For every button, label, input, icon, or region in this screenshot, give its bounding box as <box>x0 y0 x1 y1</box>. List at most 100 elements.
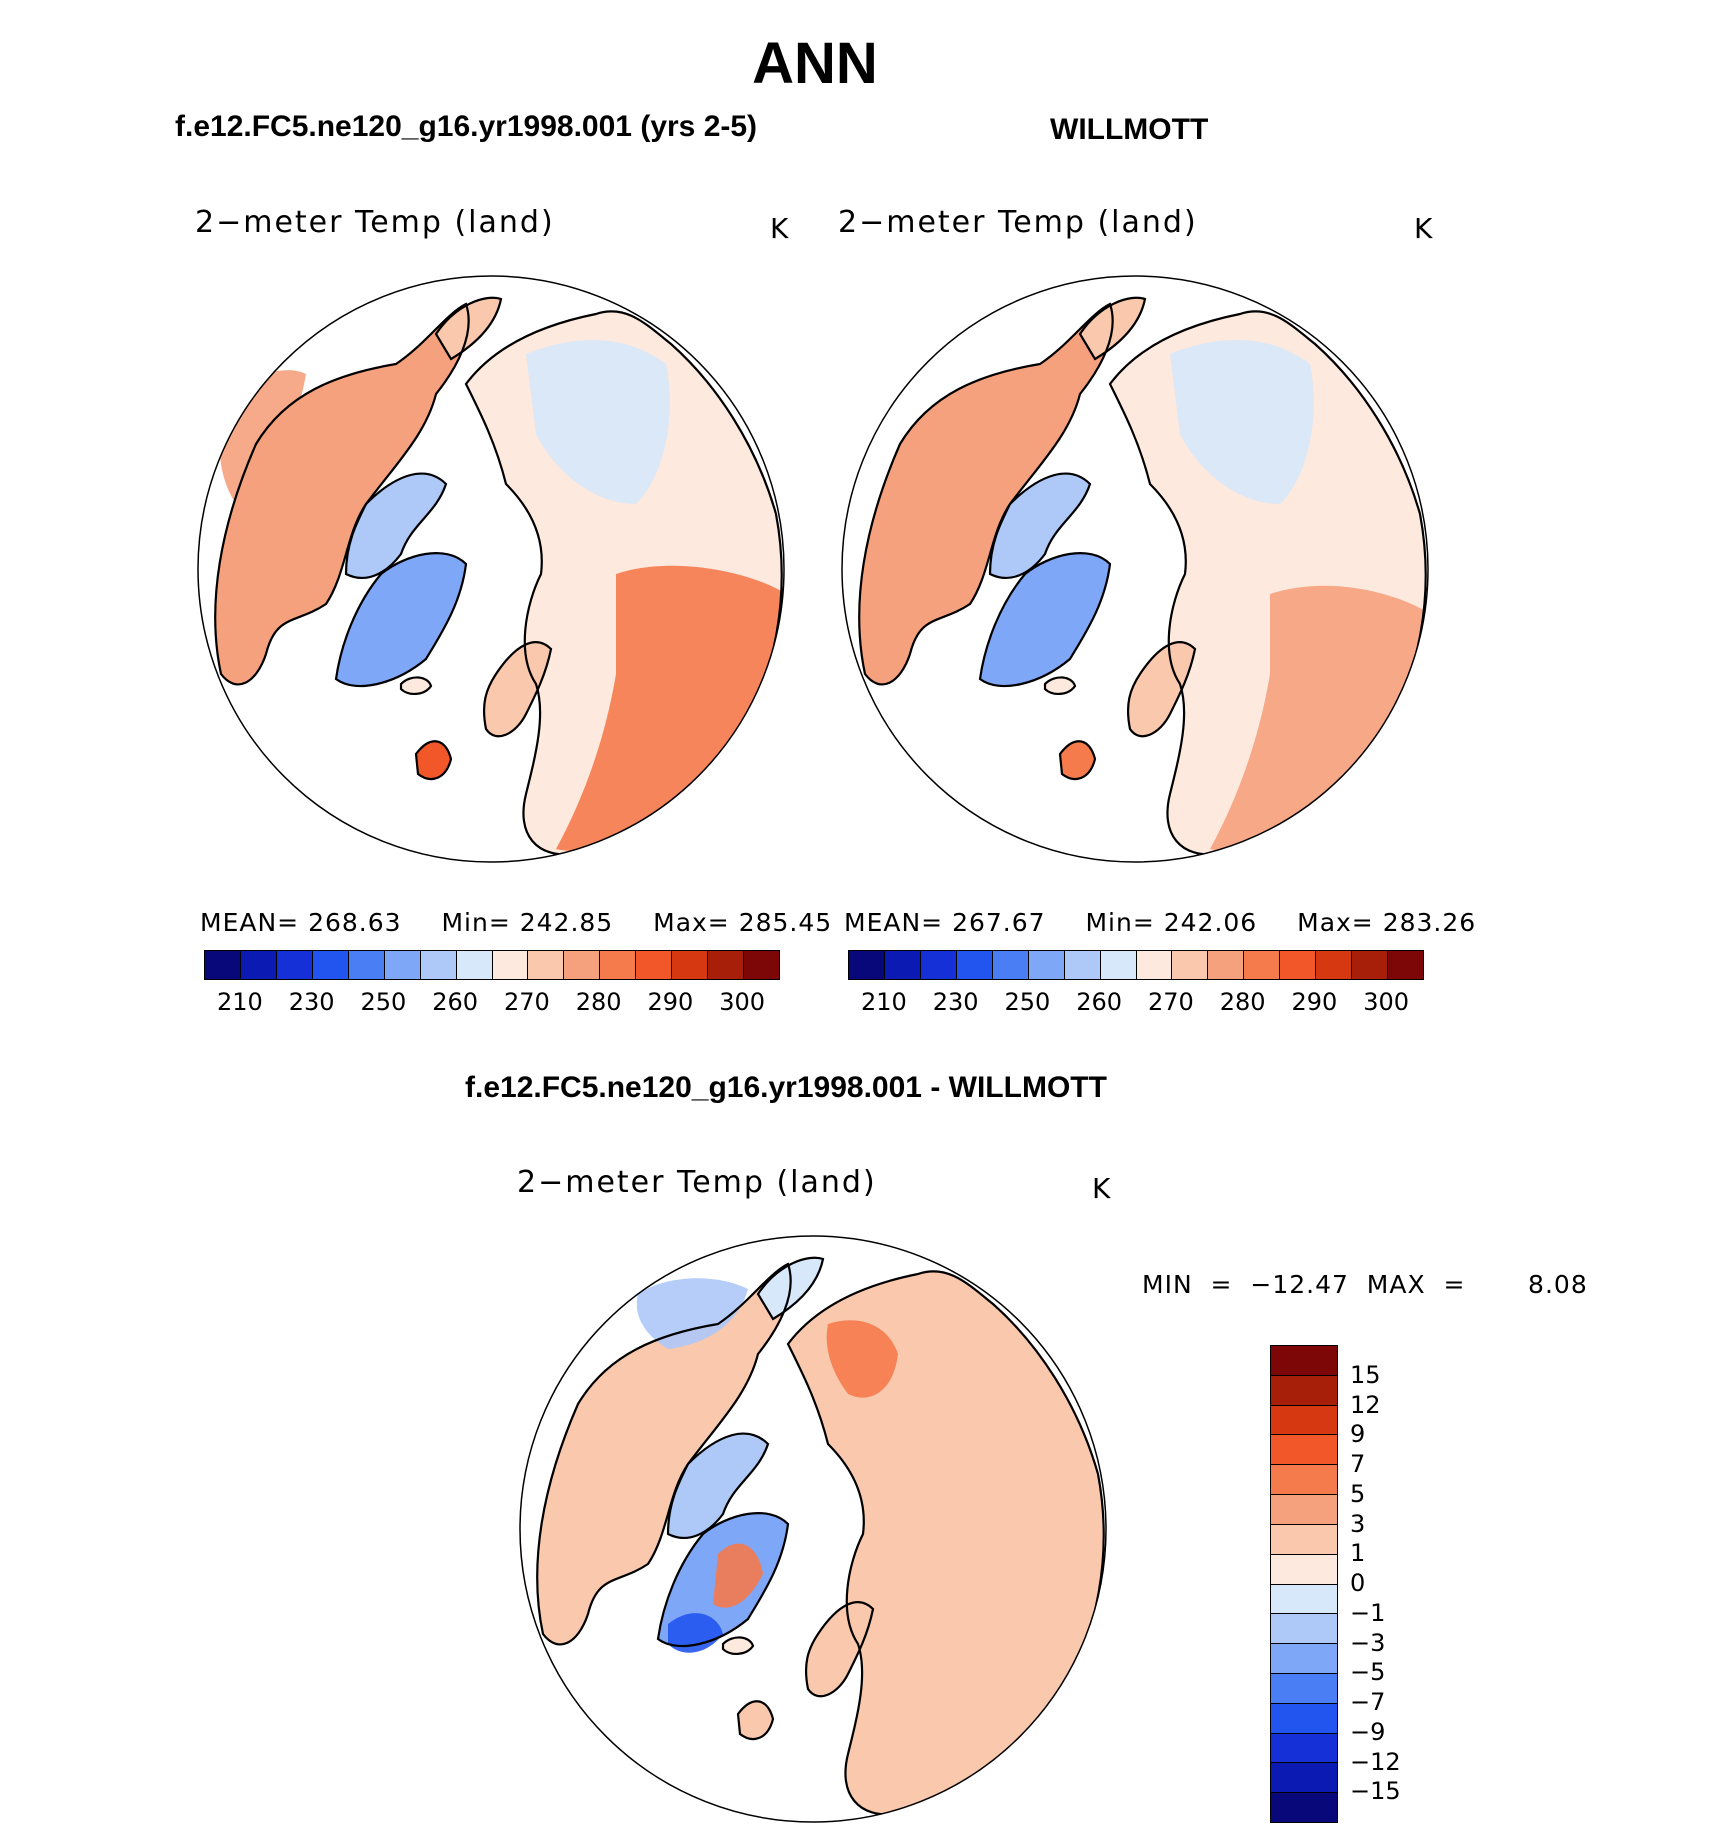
panel2-stats: MEAN= 267.67 Min= 242.06 Max= 283.26 <box>844 908 1476 937</box>
panel2-colorbar-swatch-13 <box>1316 951 1353 979</box>
map1-coastline-scandinavia <box>482 641 553 738</box>
panel1-stats: MEAN= 268.63 Min= 242.85 Max= 285.45 <box>200 908 832 937</box>
map1-land-britain <box>416 741 451 779</box>
map2-coastline-chukotka <box>1078 296 1147 361</box>
panel2-colorbar-swatch-15 <box>1388 951 1423 979</box>
map2-coastline-iceland <box>1043 676 1077 695</box>
panel1-units-label: K <box>770 212 789 245</box>
panel1-max-value: 285.45 <box>738 908 833 937</box>
map1-coastline-chukotka <box>434 296 503 361</box>
panel3-units-label: K <box>1092 1172 1111 1205</box>
map2-coastline-greenland <box>978 552 1112 688</box>
map3-land-britain <box>738 1701 773 1739</box>
panel3-colorbar-swatch-10 <box>1271 1494 1337 1524</box>
map3-land-iceland <box>723 1637 753 1654</box>
panel3-colorbar-swatch-13 <box>1271 1404 1337 1435</box>
panel2-colorbar-swatch-1 <box>884 951 921 979</box>
panel2-min-label: Min= <box>1085 908 1155 937</box>
map3-field-zone-2 <box>713 1543 763 1608</box>
panel1-colorbar-tick-label: 270 <box>503 988 550 1016</box>
map3-map-boundary <box>519 1235 1107 1823</box>
panel1-colorbar-swatch-1 <box>240 951 277 979</box>
panel2-colorbar-swatch-4 <box>992 951 1029 979</box>
panel3-colorbar-swatch-2 <box>1271 1732 1337 1763</box>
panel3-colorbar-tick-label: 7 <box>1350 1450 1366 1478</box>
panel2-colorbar-swatch-7 <box>1100 951 1137 979</box>
panel2-colorbar-tick-label: 290 <box>1291 988 1338 1016</box>
panel2-title: WILLMOTT <box>1050 113 1209 146</box>
map1-coastline-greenland <box>334 552 468 688</box>
panel3-colorbar-swatch-1 <box>1271 1762 1337 1793</box>
panel1-colorbar-swatch-0 <box>205 951 241 979</box>
panel1-max-label: Max= <box>653 908 730 937</box>
panel3-colorbar-swatch-15 <box>1271 1346 1337 1375</box>
panel2-variable-label: 2−meter Temp (land) <box>838 205 1198 240</box>
map2-land-scandinavia <box>1128 642 1195 737</box>
panel3-minmax: MIN = −12.47 MAX = 8.08 <box>1142 1270 1588 1299</box>
panel1-mean-value: 268.63 <box>308 908 402 937</box>
panel3-colorbar-swatch-12 <box>1271 1434 1337 1465</box>
panel1-colorbar-swatch-4 <box>348 951 385 979</box>
panel2-colorbar-tick-label: 260 <box>1076 988 1123 1016</box>
map1-coastline-britain <box>414 740 453 781</box>
panel1-colorbar-tick-label: 280 <box>575 988 622 1016</box>
panel2-colorbar-swatch-10 <box>1208 951 1245 979</box>
panel3-colorbar-tick-label: 0 <box>1350 1569 1366 1597</box>
panel3-colorbar-tick-label: 3 <box>1350 1509 1366 1538</box>
map3-coastline-greenland <box>656 1512 790 1648</box>
panel3-colorbar-swatch-6 <box>1271 1613 1337 1644</box>
panel1-colorbar-swatch-14 <box>708 951 745 979</box>
panel1-colorbar-swatch-7 <box>456 951 493 979</box>
panel3-colorbar-tick-label: 1 <box>1350 1539 1366 1568</box>
panel1-colorbar-tick-label: 300 <box>719 988 766 1016</box>
panel2-colorbar-swatch-6 <box>1064 951 1101 979</box>
panel2-colorbar-swatch-12 <box>1280 951 1317 979</box>
panel1-colorbar-tick-label: 250 <box>360 988 407 1016</box>
panel2-colorbar-tick-label: 300 <box>1363 988 1410 1016</box>
map2-field-zone-1 <box>1170 340 1314 504</box>
map2-land-namerica <box>859 304 1113 685</box>
panel2-map <box>841 275 1429 863</box>
panel1-colorbar-swatch-6 <box>420 951 457 979</box>
panel1-colorbar-swatch-15 <box>744 951 779 979</box>
panel3-title: f.e12.FC5.ne120_g16.yr1998.001 - WILLMOT… <box>465 1071 1107 1104</box>
panel3-colorbar-tick-label: −15 <box>1350 1777 1401 1806</box>
map1-coastline-iceland <box>399 676 433 695</box>
map2-coastline-britain <box>1058 740 1097 781</box>
map2-land-iceland <box>1045 677 1075 694</box>
map3-land-scandinavia <box>806 1602 873 1697</box>
panel3-colorbar-tick-label: −3 <box>1350 1628 1386 1657</box>
panel2-mean-value: 267.67 <box>952 908 1046 937</box>
map3-field-zone-3 <box>668 1613 723 1653</box>
panel1-colorbar-tick-label: 260 <box>432 988 479 1016</box>
panel3-colorbar-swatch-14 <box>1271 1374 1337 1405</box>
panel1-colorbar-swatch-12 <box>636 951 673 979</box>
panel1-colorbar-tick-label: 290 <box>647 988 694 1016</box>
panel2-max-label: Max= <box>1297 908 1374 937</box>
panel1-mean-label: MEAN= <box>200 908 300 937</box>
map2-land-greenland <box>980 553 1110 687</box>
map1-coastline-arctic_isles <box>344 472 448 579</box>
main-title: ANN <box>752 31 878 96</box>
panel3-map <box>519 1235 1107 1823</box>
map3-coastline-scandinavia <box>804 1601 875 1698</box>
panel3-colorbar-tick-label: −9 <box>1350 1717 1386 1746</box>
map1-field-zone-1 <box>526 340 670 504</box>
panel2-colorbar-swatch-0 <box>849 951 885 979</box>
panel1-colorbar-swatch-13 <box>672 951 709 979</box>
panel3-colorbar-swatch-7 <box>1271 1583 1337 1614</box>
panel2-min-value: 242.06 <box>1163 908 1258 937</box>
panel1-colorbar-swatch-5 <box>384 951 421 979</box>
map1-land-namerica <box>215 304 469 685</box>
map3-coastline-iceland <box>721 1636 755 1655</box>
map1-field-zone-0 <box>556 565 784 851</box>
panel2-colorbar-swatch-3 <box>956 951 993 979</box>
panel1-variable-label: 2−meter Temp (land) <box>195 205 555 240</box>
panel1-colorbar-tick-label: 230 <box>288 988 335 1016</box>
panel3-colorbar-tick-label: −12 <box>1350 1747 1401 1776</box>
panel2-mean-label: MEAN= <box>844 908 944 937</box>
panel3-variable-label: 2−meter Temp (land) <box>517 1165 877 1200</box>
panel1-colorbar-swatch-9 <box>528 951 565 979</box>
panel2-max-value: 283.26 <box>1382 908 1477 937</box>
map3-land-namerica <box>537 1264 791 1645</box>
